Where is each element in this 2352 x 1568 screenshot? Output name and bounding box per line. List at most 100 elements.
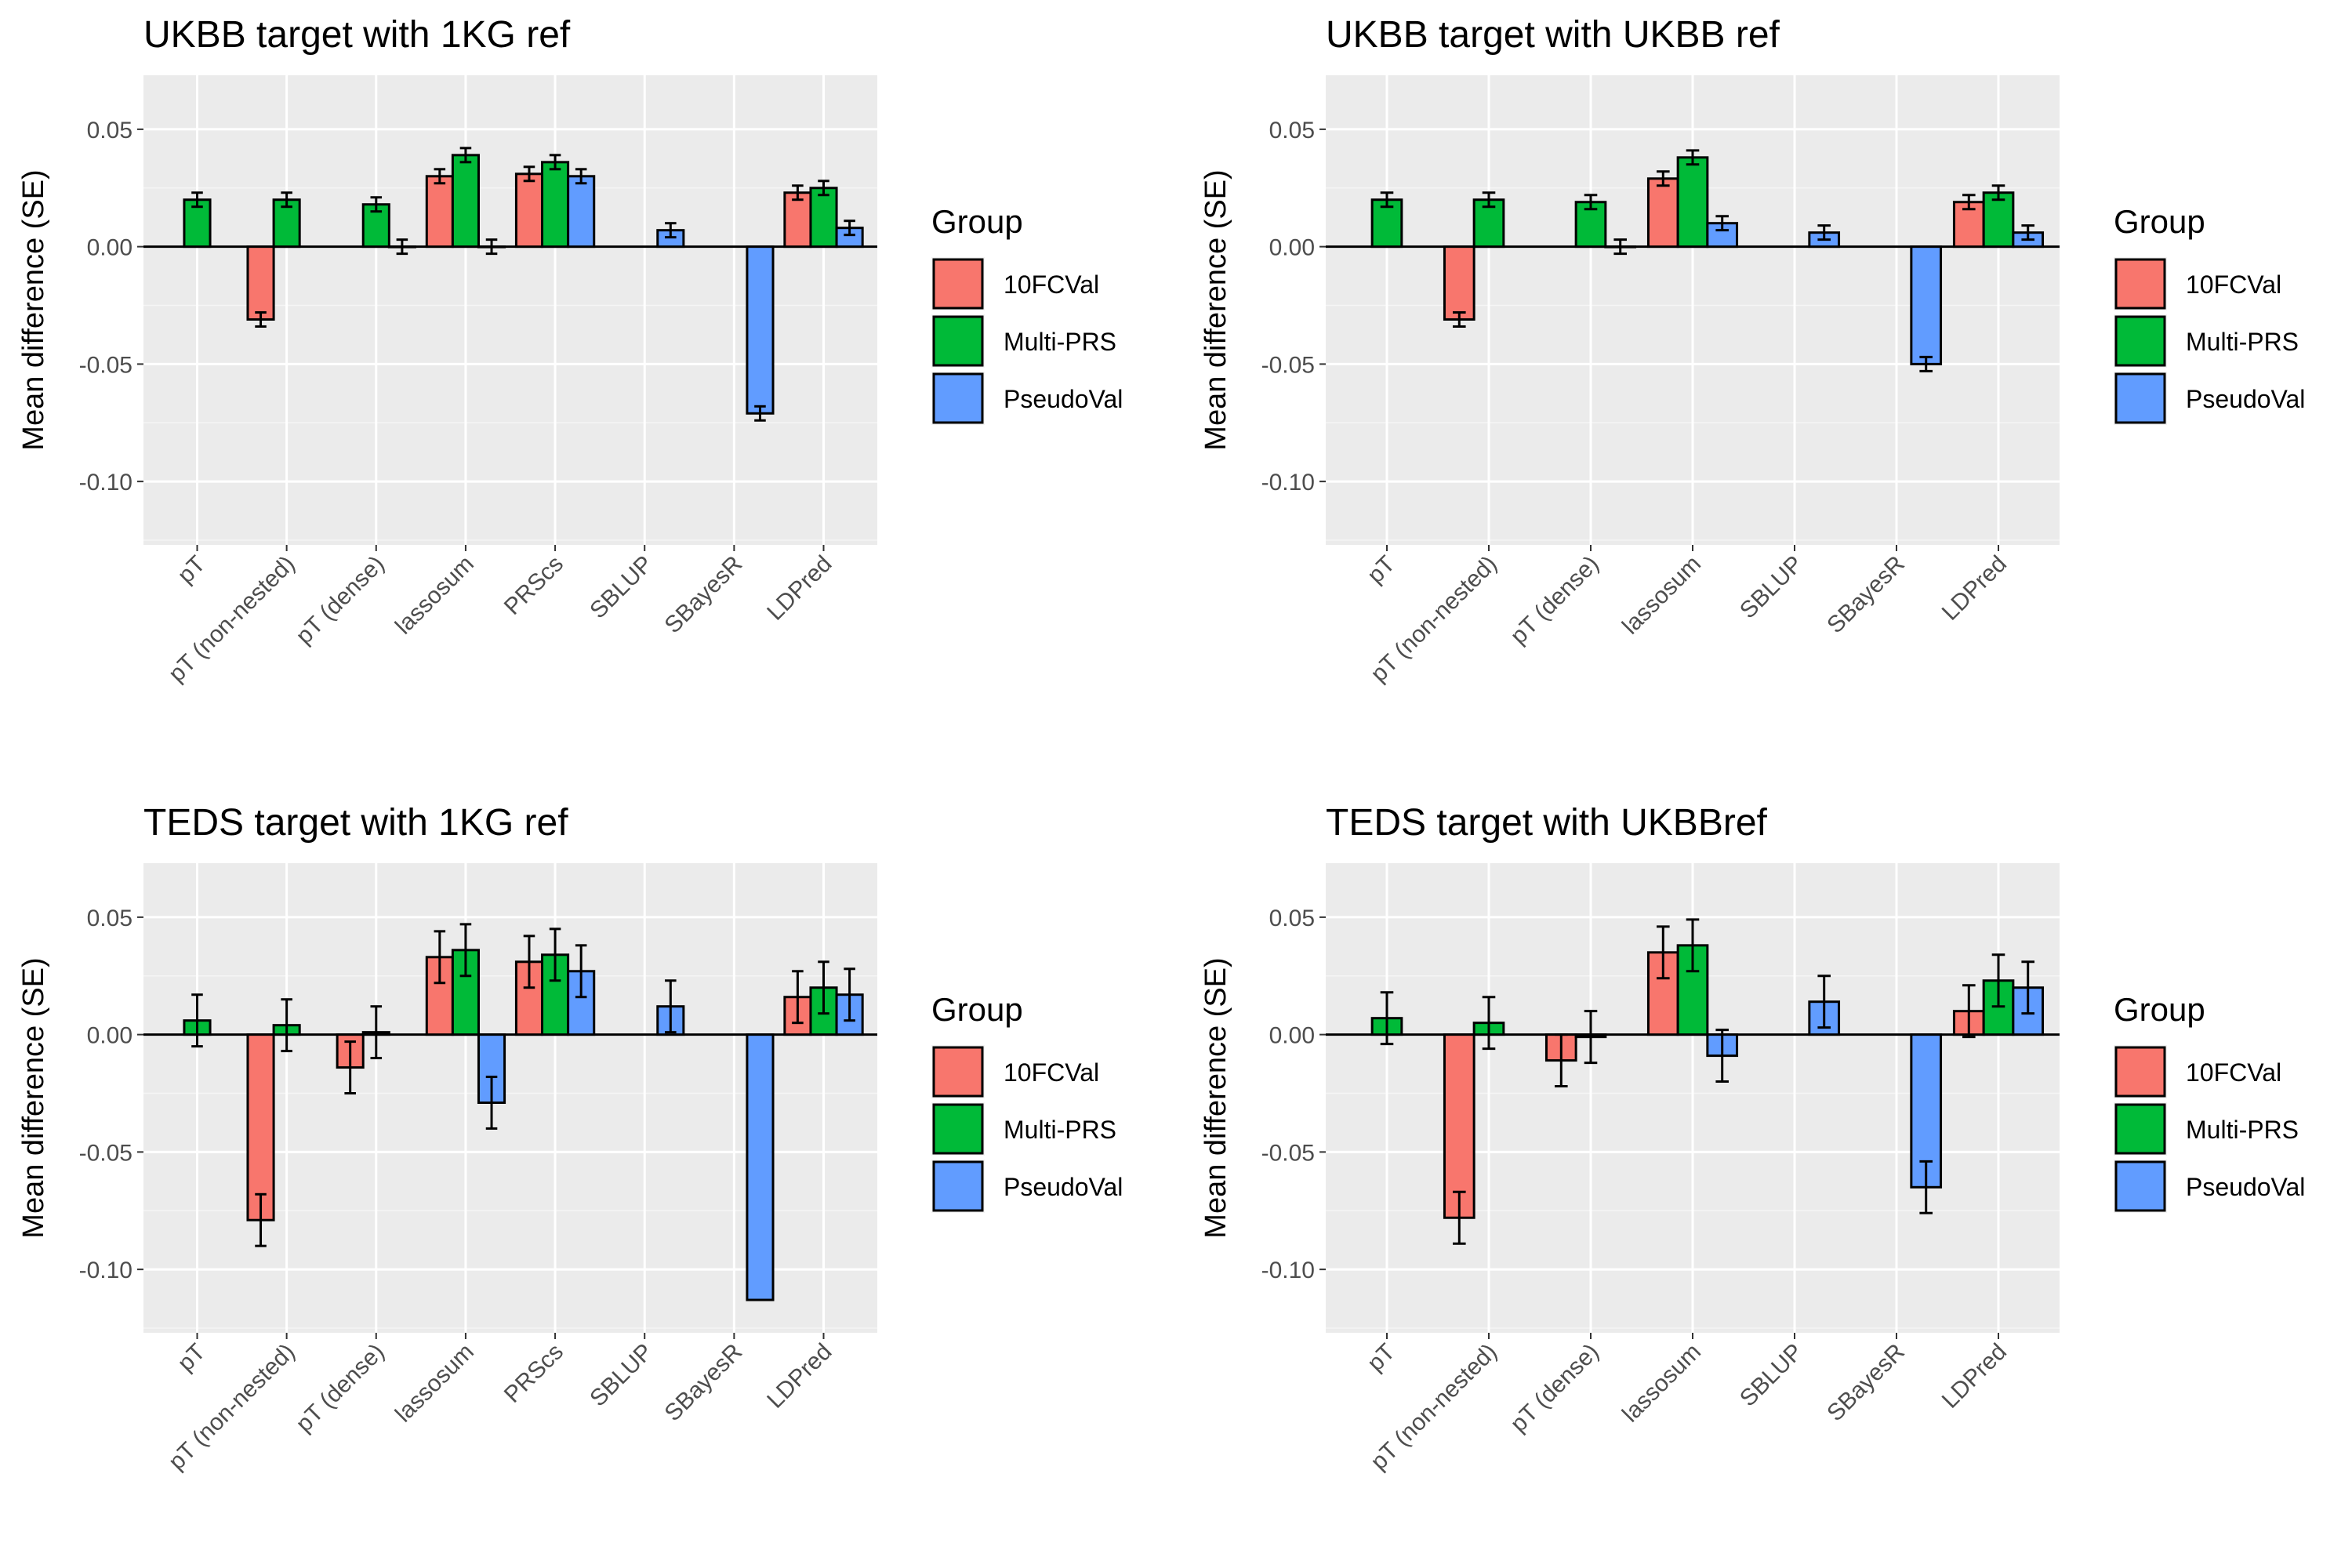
x-tick-label: SBayesR: [1822, 551, 1910, 639]
bar: [246, 1033, 275, 1221]
x-tick-label: SBLUP: [1735, 1339, 1808, 1412]
bar: [1646, 177, 1679, 249]
chart-title: UKBB target with 1KG ref: [143, 14, 571, 56]
legend-label: Multi-PRS: [2186, 1116, 2299, 1144]
bar: [809, 187, 838, 249]
x-tick-label: pT (dense): [291, 1339, 390, 1438]
legend-swatch: [932, 315, 984, 367]
y-tick-label: 0.05: [1269, 118, 1315, 143]
chart-panel: TEDS target with UKBBref 0.05 0.00 -0.05 -0.…: [1200, 802, 2305, 1475]
legend-label: 10FCVal: [2186, 1058, 2281, 1087]
y-tick-label: -0.05: [79, 352, 132, 378]
bar: [183, 198, 212, 249]
x-tick-label: pT (dense): [291, 551, 390, 650]
legend-label: Multi-PRS: [2186, 328, 2299, 356]
legend-swatch: [932, 1103, 984, 1155]
y-tick-label: -0.10: [79, 1258, 132, 1283]
x-tick-label: SBLUP: [1735, 551, 1808, 624]
bar: [425, 175, 454, 249]
x-tick-label: SBayesR: [660, 551, 748, 639]
bar: [246, 245, 275, 321]
legend-label: 10FCVal: [1004, 270, 1099, 299]
x-tick-label: lassosum: [390, 551, 479, 640]
y-tick-label: 0.00: [1269, 1023, 1315, 1049]
chart-title: TEDS target with 1KG ref: [143, 802, 568, 844]
legend-swatch: [2114, 1103, 2166, 1155]
x-tick-label: lassosum: [1617, 551, 1706, 640]
bar: [541, 161, 570, 249]
y-tick-label: 0.00: [87, 1023, 132, 1049]
x-tick-label: lassosum: [390, 1339, 479, 1428]
y-tick-label: -0.10: [1261, 470, 1315, 495]
legend-title: Group: [2114, 991, 2205, 1028]
legend-label: PseudoVal: [2186, 385, 2305, 413]
bar: [272, 198, 301, 249]
legend-label: Multi-PRS: [1004, 1116, 1116, 1144]
bar: [1910, 245, 1943, 365]
bar: [451, 154, 480, 249]
legend-label: Multi-PRS: [1004, 328, 1116, 356]
x-tick-label: SBayesR: [660, 1339, 748, 1427]
legend-label: 10FCVal: [2186, 270, 2281, 299]
x-tick-label: LDPred: [762, 1339, 837, 1414]
x-tick-label: pT: [172, 1339, 210, 1377]
legend-label: PseudoVal: [1004, 1173, 1123, 1201]
y-tick-label: 0.05: [87, 118, 132, 143]
chart-title: TEDS target with UKBBref: [1326, 802, 1768, 844]
chart-title: UKBB target with UKBB ref: [1326, 14, 1780, 56]
y-tick-label: 0.00: [1269, 235, 1315, 261]
legend-swatch: [932, 1046, 984, 1098]
x-tick-label: PRScs: [499, 1339, 568, 1408]
legend-swatch: [2114, 1160, 2166, 1212]
legend-title: Group: [931, 991, 1023, 1028]
x-tick-label: SBLUP: [585, 551, 658, 624]
x-tick-label: LDPred: [762, 551, 837, 626]
bar: [425, 956, 454, 1036]
bar: [514, 172, 544, 249]
legend-title: Group: [2114, 203, 2205, 240]
y-tick-label: 0.05: [1269, 906, 1315, 931]
x-tick-label: pT (dense): [1505, 1339, 1604, 1438]
y-tick-label: -0.05: [79, 1140, 132, 1166]
bar: [1443, 245, 1475, 321]
bar: [1676, 156, 1709, 249]
x-tick-label: pT: [172, 551, 210, 589]
y-axis-label: Mean difference (SE): [17, 169, 50, 450]
bar: [1443, 1033, 1475, 1219]
legend-label: 10FCVal: [1004, 1058, 1099, 1087]
legend-swatch: [932, 258, 984, 310]
legend-swatch: [2114, 372, 2166, 424]
y-tick-label: -0.05: [1261, 1140, 1315, 1166]
x-tick-label: PRScs: [499, 551, 568, 620]
bar: [567, 175, 596, 249]
chart-panel: TEDS target with 1KG ref 0.05 0.00 -0.05 -0.…: [17, 802, 1123, 1475]
x-tick-label: SBayesR: [1822, 1339, 1910, 1427]
legend-label: PseudoVal: [2186, 1173, 2305, 1201]
y-tick-label: -0.10: [79, 470, 132, 495]
legend-swatch: [2114, 1046, 2166, 1098]
bar: [1472, 198, 1505, 249]
y-tick-label: 0.05: [87, 906, 132, 931]
y-axis-label: Mean difference (SE): [1200, 169, 1232, 450]
x-tick-label: pT (dense): [1505, 551, 1604, 650]
y-axis-label: Mean difference (SE): [1200, 957, 1232, 1238]
bar: [746, 245, 775, 415]
chart-panel: UKBB target with 1KG ref 0.05 0.00 -0.05 -0.…: [17, 14, 1123, 687]
legend-swatch: [2114, 258, 2166, 310]
chart-panel: UKBB target with UKBB ref 0.05 0.00 -0.05 -0…: [1200, 14, 2305, 687]
x-tick-label: LDPred: [1937, 551, 2012, 626]
bar: [477, 1033, 506, 1104]
x-tick-label: lassosum: [1617, 1339, 1706, 1428]
legend-swatch: [932, 1160, 984, 1212]
legend-label: PseudoVal: [1004, 385, 1123, 413]
y-tick-label: -0.05: [1261, 352, 1315, 378]
y-axis-label: Mean difference (SE): [17, 957, 50, 1238]
y-tick-label: -0.10: [1261, 1258, 1315, 1283]
legend-swatch: [2114, 315, 2166, 367]
x-tick-label: pT: [1363, 551, 1400, 589]
x-tick-label: LDPred: [1937, 1339, 2012, 1414]
x-tick-label: SBLUP: [585, 1339, 658, 1412]
legend-title: Group: [931, 203, 1023, 240]
bar: [746, 1033, 775, 1301]
